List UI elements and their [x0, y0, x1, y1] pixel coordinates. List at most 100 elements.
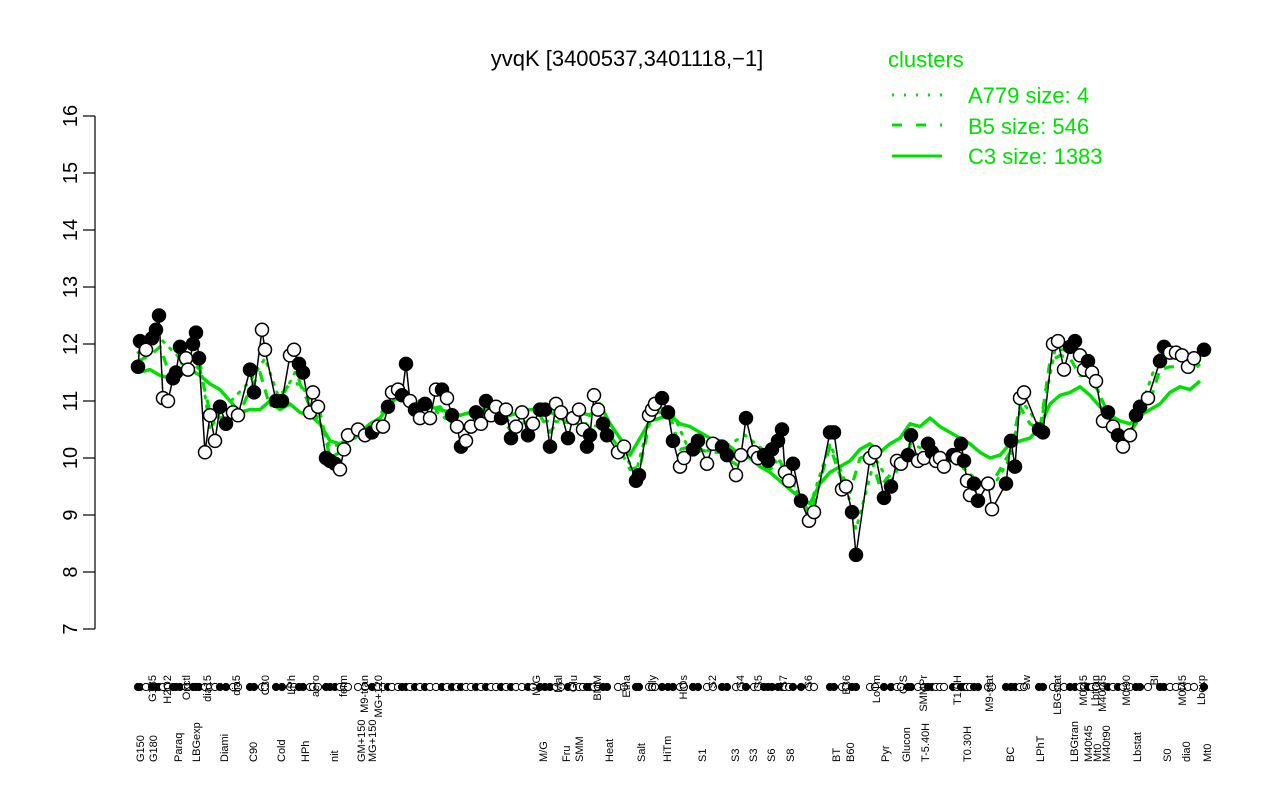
data-point-etha: [616, 439, 632, 454]
x-tick-label-top: M9-stat: [984, 675, 996, 712]
data-point-diami: [212, 399, 228, 414]
data-point-lbgexp: [191, 351, 207, 366]
x-tick-label-bottom: S6: [766, 749, 778, 762]
data-point-fru: [560, 430, 576, 446]
data-point-s7: [774, 422, 790, 437]
data-point-b60: [844, 504, 860, 520]
data-point-mg-0-2: [422, 410, 438, 426]
data-point-h2o2: [160, 393, 176, 409]
x-condition-marker: [708, 682, 718, 692]
x-tick-label-top: Lbtran: [1090, 675, 1102, 706]
data-point-m9-stat: [984, 502, 1000, 517]
data-point-bt: [826, 425, 842, 440]
data-point-c90: [246, 385, 262, 400]
y-tick-label: 14: [60, 219, 82, 241]
data-point-mg-15: [398, 356, 414, 372]
x-tick-label-bottom: Pyr: [880, 745, 892, 762]
x-tick-label-top: M/G: [531, 675, 543, 696]
x-tick-label-top: BI: [1149, 675, 1161, 685]
x-condition-marker: [221, 682, 231, 692]
data-point-lbstat: [1122, 427, 1138, 443]
x-condition-marker: [1143, 682, 1153, 692]
data-point-s4: [728, 467, 744, 483]
data-point-bmm: [590, 402, 606, 417]
data-point-s2: [699, 456, 715, 471]
x-tick-label-bottom: S0: [1162, 749, 1174, 762]
x-tick-label-bottom: HiTm: [662, 736, 674, 762]
x-tick-label-top: M0t45: [1078, 675, 1090, 706]
data-point-lbgstat: [1056, 362, 1072, 377]
x-condition-marker: [277, 682, 287, 692]
data-point-mt0: [1196, 342, 1212, 357]
x-tick-label-bottom: LBGexp: [191, 722, 203, 762]
data-point-s8: [793, 493, 809, 509]
x-tick-label-top: G/S: [898, 675, 910, 694]
data-point-lbgexp: [188, 325, 204, 340]
data-point-ferm: [336, 442, 352, 457]
legend-entry-c3: C3 size: 1383: [968, 144, 1103, 169]
x-tick-label-bottom: GM+150: [356, 720, 368, 763]
x-tick-label-bottom: C90: [248, 742, 260, 762]
x-tick-label-top: M40t45: [1097, 675, 1109, 712]
x-tick-label-bottom: Paraq: [173, 733, 185, 762]
data-point-heat: [599, 427, 615, 443]
data-point-s4: [733, 447, 749, 463]
x-tick-label-top: BMM: [592, 675, 604, 701]
data-point-aero: [305, 385, 321, 400]
x-tick-label-top: H2O2: [162, 675, 174, 704]
x-tick-label-top: Sw: [1021, 675, 1033, 690]
x-tick-label-bottom: SMM: [574, 736, 586, 762]
data-point-s8: [785, 456, 801, 471]
x-tick-label-top: LBGstat: [1052, 675, 1064, 715]
x-condition-marker: [619, 682, 629, 692]
x-tick-label-top: C30: [260, 675, 272, 695]
x-tick-label-top: dia15: [202, 675, 214, 702]
x-tick-label-bottom: Heat: [604, 739, 616, 762]
x-tick-label-top: Mal: [553, 675, 565, 693]
x-tick-label-bottom: Glucon: [901, 727, 913, 762]
data-point-b36: [838, 479, 854, 494]
x-condition-marker: [249, 682, 259, 692]
x-tick-label-bottom: G150: [135, 735, 147, 762]
y-tick-label: 9: [60, 509, 82, 520]
data-point-hitm: [660, 405, 676, 420]
data-point-cold: [274, 393, 290, 409]
y-tick-label: 10: [60, 447, 82, 469]
x-tick-label-bottom: MG+150: [367, 720, 379, 763]
x-tick-label-bottom: dia0: [1181, 741, 1193, 762]
x-tick-label-top: LoTm: [871, 675, 883, 703]
data-point-hph: [295, 365, 311, 380]
y-axis: 7 8 9 10 11 12 13 14 15 16: [60, 105, 96, 635]
x-tick-label-bottom: M/G: [538, 741, 550, 762]
data-point-g150: [130, 359, 146, 375]
x-condition-marker: [1189, 682, 1199, 692]
x-condition-marker: [602, 682, 612, 692]
data-point-t5-0h: [970, 493, 986, 509]
data-point-ferm: [332, 462, 348, 477]
x-tick-label-bottom: Diami: [219, 734, 231, 762]
data-point-m40t45: [1088, 373, 1104, 389]
x-tick-label-bottom: T-5.40H: [920, 723, 932, 762]
x-condition-marker: [679, 682, 689, 692]
data-point-salt: [631, 467, 647, 483]
data-point-lpht: [1035, 425, 1051, 440]
data-point-bi: [1140, 390, 1156, 406]
data-point-paraq: [168, 365, 184, 380]
x-tick-label-top: ferm: [338, 675, 350, 697]
x-tick-label-top: M0t45: [1177, 675, 1189, 706]
x-tick-label-bottom: S3: [730, 749, 742, 762]
data-point-t2-0h: [956, 453, 972, 469]
x-tick-label-top: S5: [753, 675, 765, 688]
x-tick-label-top: G135: [147, 675, 159, 702]
x-condition-marker: [233, 682, 243, 692]
x-condition-marker: [298, 682, 308, 692]
x-condition-marker: [809, 682, 819, 692]
x-tick-label-top: Glu: [568, 675, 580, 692]
data-point-m9-exp: [508, 419, 524, 434]
x-tick-label-bottom: Lbstat: [1132, 732, 1144, 762]
x-condition-marker: [313, 682, 323, 692]
data-point-b60: [848, 547, 864, 563]
x-tick-label-top: S6: [803, 675, 815, 688]
data-point-dia15: [202, 408, 218, 423]
